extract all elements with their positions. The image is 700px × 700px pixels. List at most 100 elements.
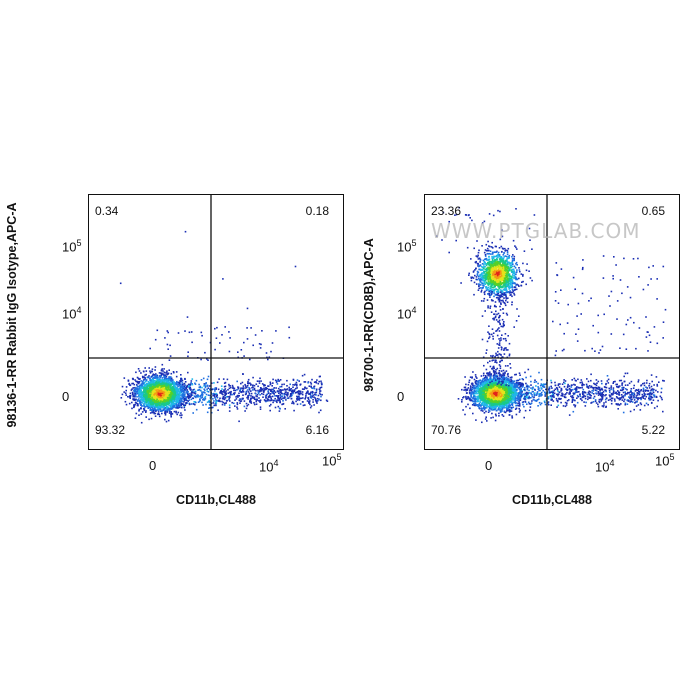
event-dot <box>653 388 655 391</box>
event-dot <box>164 411 167 413</box>
event-dot <box>161 397 163 400</box>
event-dot <box>150 394 153 397</box>
event-dot <box>158 394 161 396</box>
event-dot <box>504 382 506 384</box>
event-dot <box>642 387 645 390</box>
event-dot <box>583 401 585 403</box>
event-dot <box>276 399 278 401</box>
event-dot <box>270 403 272 406</box>
event-dot <box>630 390 632 392</box>
event-dot <box>186 391 189 394</box>
event-dot <box>633 396 635 399</box>
event-dot <box>119 282 122 285</box>
event-dot <box>276 383 279 385</box>
event-dot <box>304 398 306 400</box>
event-dot <box>569 389 571 391</box>
event-dot <box>186 395 189 398</box>
event-dot <box>578 387 580 389</box>
event-dot <box>547 402 549 405</box>
event-dot <box>614 380 616 383</box>
event-dot <box>175 411 177 414</box>
event-dot <box>547 403 550 406</box>
event-dot <box>279 397 281 400</box>
event-dot <box>470 395 472 397</box>
event-dot <box>155 377 158 380</box>
event-dot <box>189 392 191 395</box>
event-dot <box>544 383 547 385</box>
event-dot <box>166 377 168 380</box>
event-dot <box>241 387 244 389</box>
event-dot <box>201 401 203 404</box>
event-dot <box>526 396 529 398</box>
event-dot <box>204 386 207 389</box>
event-dot <box>164 408 166 410</box>
event-dot <box>631 392 633 394</box>
event-dot <box>134 386 136 389</box>
event-dot <box>160 384 163 387</box>
event-dot <box>521 393 524 396</box>
event-dot <box>250 397 252 400</box>
event-dot <box>550 381 553 384</box>
event-dot <box>147 399 150 401</box>
event-dot <box>178 392 181 395</box>
event-dot <box>309 393 311 396</box>
event-dot <box>154 382 157 385</box>
event-dot <box>263 384 265 386</box>
event-dot <box>168 397 171 400</box>
event-dot <box>145 373 147 376</box>
event-dot <box>141 395 143 398</box>
event-dot <box>127 395 129 398</box>
event-dot <box>157 387 159 390</box>
event-dot <box>576 401 579 404</box>
event-dot <box>246 396 248 399</box>
event-dot <box>299 384 301 386</box>
event-dot <box>568 414 571 416</box>
event-dot <box>136 376 139 379</box>
event-dot <box>314 397 316 399</box>
event-dot <box>270 397 272 400</box>
event-dot <box>253 396 256 399</box>
event-dot <box>605 401 607 403</box>
event-dot <box>144 406 147 408</box>
event-dot <box>531 394 533 396</box>
event-dot <box>281 392 283 395</box>
event-dot <box>579 381 582 384</box>
event-dot <box>168 402 170 405</box>
event-dot <box>148 387 150 390</box>
event-dot <box>152 382 155 385</box>
event-dot <box>288 326 290 329</box>
event-dot <box>200 393 203 396</box>
event-dot <box>568 399 570 401</box>
event-dot <box>155 380 157 382</box>
event-dot <box>617 397 620 400</box>
event-dot <box>645 395 647 398</box>
event-dot <box>170 404 173 406</box>
event-dot <box>620 379 623 382</box>
event-dot <box>650 374 653 376</box>
event-dot <box>127 380 130 382</box>
event-dot <box>595 389 598 392</box>
event-dot <box>623 380 626 383</box>
event-dot <box>468 379 471 382</box>
event-dot <box>174 406 177 409</box>
event-dot <box>637 379 640 381</box>
event-dot <box>169 391 171 393</box>
event-dot <box>169 389 172 391</box>
event-dot <box>136 396 138 398</box>
event-dot <box>318 380 320 383</box>
event-dot <box>228 387 231 390</box>
event-dot <box>172 398 174 400</box>
event-dot <box>291 391 293 393</box>
event-dot <box>163 380 165 383</box>
event-dot <box>198 383 200 386</box>
event-dot <box>148 399 151 402</box>
event-dot <box>206 401 209 403</box>
event-dot <box>653 396 656 398</box>
event-dot <box>160 379 162 381</box>
event-dot <box>154 385 156 387</box>
event-dot <box>576 386 578 388</box>
event-dot <box>175 375 178 378</box>
event-dot <box>271 385 273 387</box>
event-dot <box>167 390 170 392</box>
event-dot <box>630 395 632 398</box>
